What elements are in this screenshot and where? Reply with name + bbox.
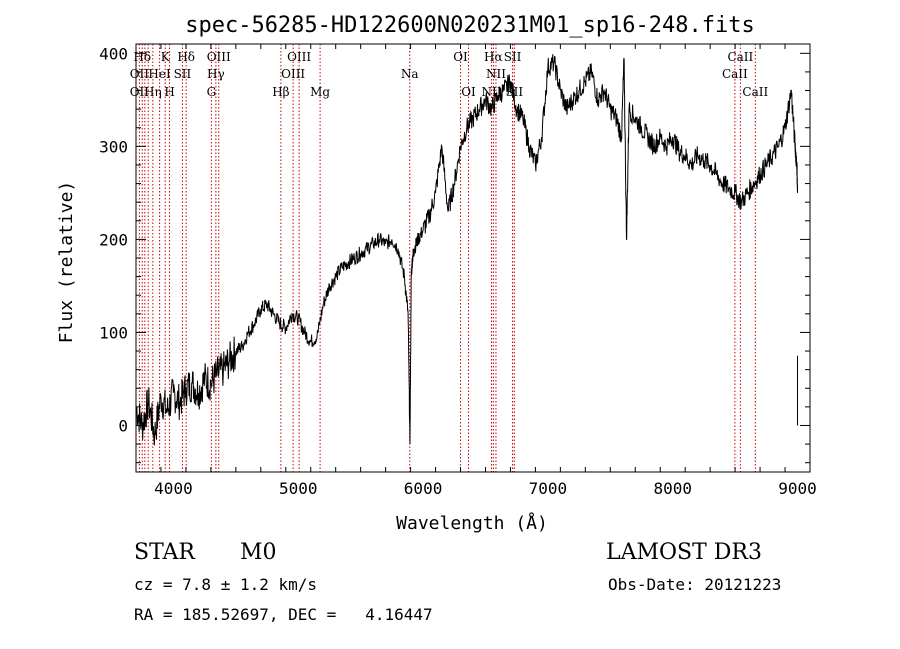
line-label: HeI xyxy=(148,67,171,81)
object-subclass: M0 xyxy=(240,540,277,565)
line-label: OIII xyxy=(287,50,311,64)
line-label: OII xyxy=(130,85,150,99)
line-label: Hα xyxy=(484,50,503,64)
x-axis-label: Wavelength (Å) xyxy=(396,512,548,534)
axes: 4000 5000 6000 7000 8000 9000 0 100 200 300 400 xyxy=(99,43,817,498)
x-tick-label: 8000 xyxy=(653,479,692,498)
line-label: K xyxy=(161,50,171,64)
line-label: Mg xyxy=(310,85,330,99)
survey-name: LAMOST DR3 xyxy=(606,540,762,565)
line-markers xyxy=(138,44,756,472)
x-tick-label: 7000 xyxy=(529,479,568,498)
x-tick-label: 5000 xyxy=(279,479,318,498)
y-tick-label: 0 xyxy=(118,416,128,435)
line-label: Na xyxy=(401,67,419,81)
x-tick-label: 6000 xyxy=(404,479,443,498)
spectrum-line xyxy=(135,54,798,446)
line-label: CaII xyxy=(722,67,748,81)
y-tick-label: 200 xyxy=(99,230,128,249)
line-label: G xyxy=(207,85,217,99)
line-label: Hη xyxy=(144,85,162,99)
line-label: H xyxy=(164,85,174,99)
line-label: CaII xyxy=(727,50,753,64)
obs-date: Obs-Date: 20121223 xyxy=(608,575,782,594)
line-label: OII xyxy=(130,67,150,81)
line-label: OI xyxy=(461,85,476,99)
line-label: OIII xyxy=(207,50,231,64)
line-label: OI xyxy=(453,50,468,64)
redshift-cz: cz = 7.8 ± 1.2 km/s xyxy=(134,575,318,594)
spectrum-series xyxy=(135,54,799,446)
line-label: NII xyxy=(486,67,506,81)
line-label: OIII xyxy=(281,67,305,81)
x-tick-label: 4000 xyxy=(154,479,193,498)
line-label: Hδ xyxy=(177,50,195,64)
ra-dec: RA = 185.52697, DEC = 4.16447 xyxy=(134,605,433,624)
line-label: Hβ xyxy=(272,85,289,99)
plot-frame xyxy=(135,43,811,473)
y-tick-label: 300 xyxy=(99,137,128,156)
line-label: SII xyxy=(504,50,522,64)
y-axis-label: Flux (relative) xyxy=(56,181,77,344)
line-label: Hγ xyxy=(207,67,225,81)
y-tick-label: 100 xyxy=(99,323,128,342)
line-label: SII xyxy=(174,67,192,81)
chart-title: spec-56285-HD122600N020231M01_sp16-248.f… xyxy=(185,13,755,38)
object-class: STAR xyxy=(134,540,195,565)
line-label: CaII xyxy=(742,85,768,99)
y-tick-label: 400 xyxy=(99,44,128,63)
x-tick-label: 9000 xyxy=(778,479,817,498)
